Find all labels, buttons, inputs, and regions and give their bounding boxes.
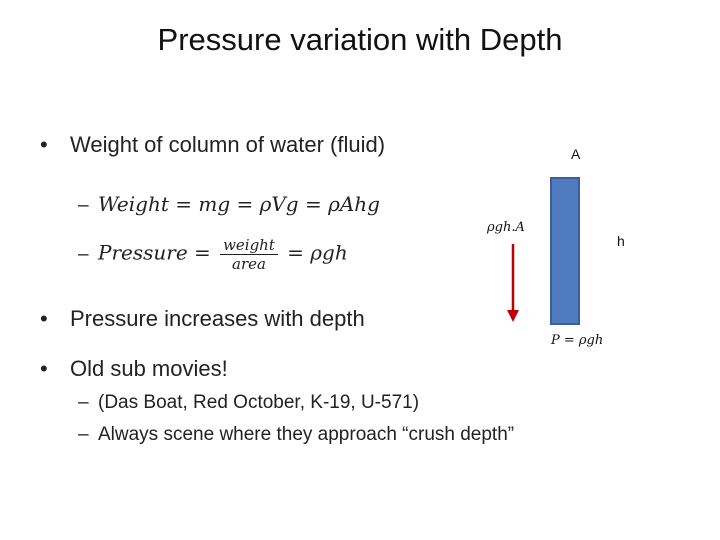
- bullet-dot: •: [40, 132, 48, 157]
- slide-title: Pressure variation with Depth: [157, 22, 563, 57]
- sub-bullet-pressure-equation: – Pressure = weight area = ρgh: [78, 236, 348, 273]
- dash-marker: –: [78, 392, 89, 413]
- height-label: h: [617, 233, 625, 249]
- fraction-numerator: weight: [220, 236, 278, 255]
- movie-list-text: (Das Boat, Red October, K-19, U-571): [98, 392, 420, 413]
- pressure-equation-lhs: Pressure =: [98, 240, 211, 265]
- bullet-text: Old sub movies!: [70, 356, 228, 381]
- dash-marker: –: [78, 424, 89, 445]
- pressure-label: P = ρgh: [551, 333, 604, 348]
- sub-bullet-weight-equation: – Weight = mg = ρVg = ρAhg: [78, 192, 380, 217]
- bullet-text: Weight of column of water (fluid): [70, 132, 386, 157]
- bullet-text: Pressure increases with depth: [70, 306, 365, 331]
- fraction-denominator: area: [232, 255, 266, 273]
- area-label: A: [571, 146, 581, 162]
- water-column: [550, 177, 580, 325]
- bullet-dot: •: [40, 306, 48, 331]
- crush-depth-text: Always scene where they approach “crush …: [98, 424, 515, 445]
- sub-bullet-movie-list: – (Das Boat, Red October, K-19, U-571): [78, 392, 419, 414]
- downward-force-arrow-icon: [507, 244, 519, 322]
- dash-marker: –: [78, 243, 89, 265]
- pressure-equation-rhs: = ρgh: [287, 240, 348, 265]
- sub-bullet-crush-depth: – Always scene where they approach “crush…: [78, 424, 514, 446]
- force-label: ρgh.A: [487, 220, 525, 235]
- weight-equation: Weight = mg = ρVg = ρAhg: [98, 192, 380, 216]
- bullet-dot: •: [40, 356, 48, 381]
- dash-marker: –: [78, 195, 89, 216]
- weight-over-area-fraction: weight area: [220, 236, 278, 273]
